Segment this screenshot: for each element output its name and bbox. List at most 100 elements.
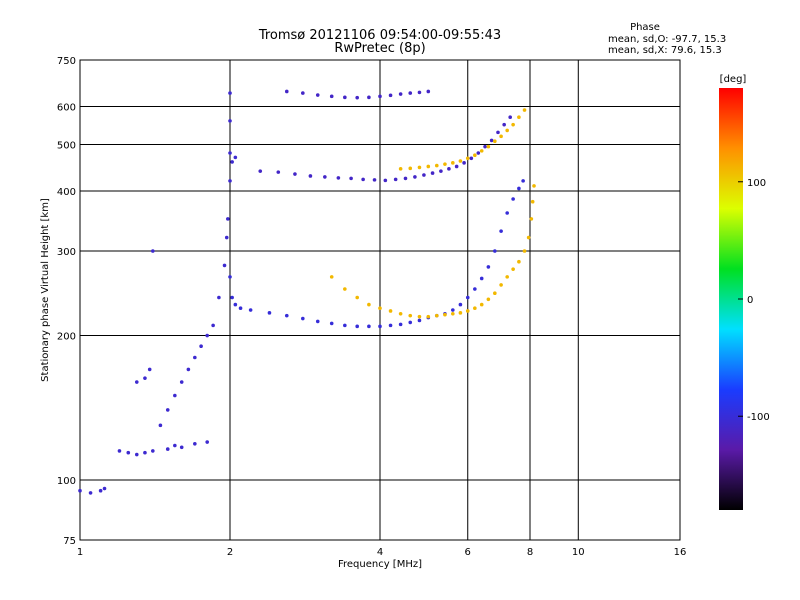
data-point [233,155,238,160]
x-tick-label: 2 [227,547,233,558]
data-point [193,355,197,360]
data-point [517,115,521,120]
data-point [151,249,155,253]
data-point [117,449,122,453]
data-point [378,306,382,311]
data-point [217,295,221,300]
data-point [458,302,463,307]
data-point [78,488,82,493]
x-tick-label: 1 [77,547,83,558]
data-point [476,151,481,155]
data-point [193,441,197,446]
data-point [301,91,305,95]
data-point [517,259,521,264]
data-point [222,263,227,268]
data-point [517,186,521,191]
data-point [469,156,474,161]
data-point [228,275,232,279]
y-tick-label: 200 [57,332,76,343]
y-tick-label: 300 [57,247,76,258]
y-tick-label: 600 [57,103,76,114]
data-point [228,179,232,183]
data-point [349,176,353,181]
data-point [343,287,347,291]
data-point [522,249,527,253]
data-point [126,450,131,455]
data-point [422,173,426,177]
data-point [426,164,431,169]
data-point [417,314,422,319]
data-point [417,90,422,95]
data-point [228,91,232,95]
data-point [102,486,107,491]
data-point [372,178,377,182]
data-point [398,167,403,171]
data-point [511,267,515,271]
data-point [173,443,177,448]
phase-stats-x: mean, sd,X: 79.6, 15.3 [608,45,722,56]
data-point [367,324,371,329]
data-point [258,169,263,173]
data-point [479,302,484,307]
data-point [205,440,209,444]
data-point [355,295,359,300]
data-point [388,323,393,328]
data-point [462,161,466,165]
data-point [383,178,388,183]
data-point [143,450,147,455]
data-point [343,323,347,328]
data-point [426,314,431,319]
data-point [230,295,234,300]
data-point [505,275,509,279]
data-point [499,283,503,287]
data-point [413,175,417,179]
data-point [511,122,515,127]
data-point [443,162,447,166]
data-point [276,170,281,174]
data-point [151,449,155,453]
data-point [329,275,334,279]
data-point [147,367,152,372]
phase-stats-o: mean, sd,O: -97.7, 15.3 [608,34,726,45]
data-point [165,447,170,451]
data-point [451,308,455,312]
data-point [426,89,431,94]
data-point [179,380,184,384]
data-point [458,159,463,163]
data-point [205,333,209,338]
data-point [301,316,305,321]
data-point [417,165,422,170]
data-point [434,313,439,318]
data-point [343,95,347,100]
data-points [78,89,536,495]
y-tick-label: 100 [57,476,76,487]
y-tick-label: 500 [57,141,76,152]
data-point [228,119,232,123]
data-point [186,367,191,372]
data-point [199,344,203,349]
colorbar-tick-label: 100 [747,178,766,189]
data-point [493,139,497,144]
data-point [308,174,313,178]
data-point [293,172,297,176]
data-point [284,313,289,318]
data-point [355,95,359,100]
data-point [489,138,494,143]
data-point [179,445,184,450]
data-point [417,318,422,323]
data-point [493,291,497,296]
data-point [388,93,393,98]
data-point [458,311,463,315]
data-point [211,323,215,328]
data-point [473,153,477,158]
data-point [529,217,534,221]
colorbar-label: [deg] [720,74,747,85]
data-point [505,211,509,215]
data-point [408,91,413,95]
data-point [367,302,371,307]
data-point [226,217,230,221]
data-point [454,164,459,169]
data-point [479,276,484,281]
data-point [430,171,435,175]
